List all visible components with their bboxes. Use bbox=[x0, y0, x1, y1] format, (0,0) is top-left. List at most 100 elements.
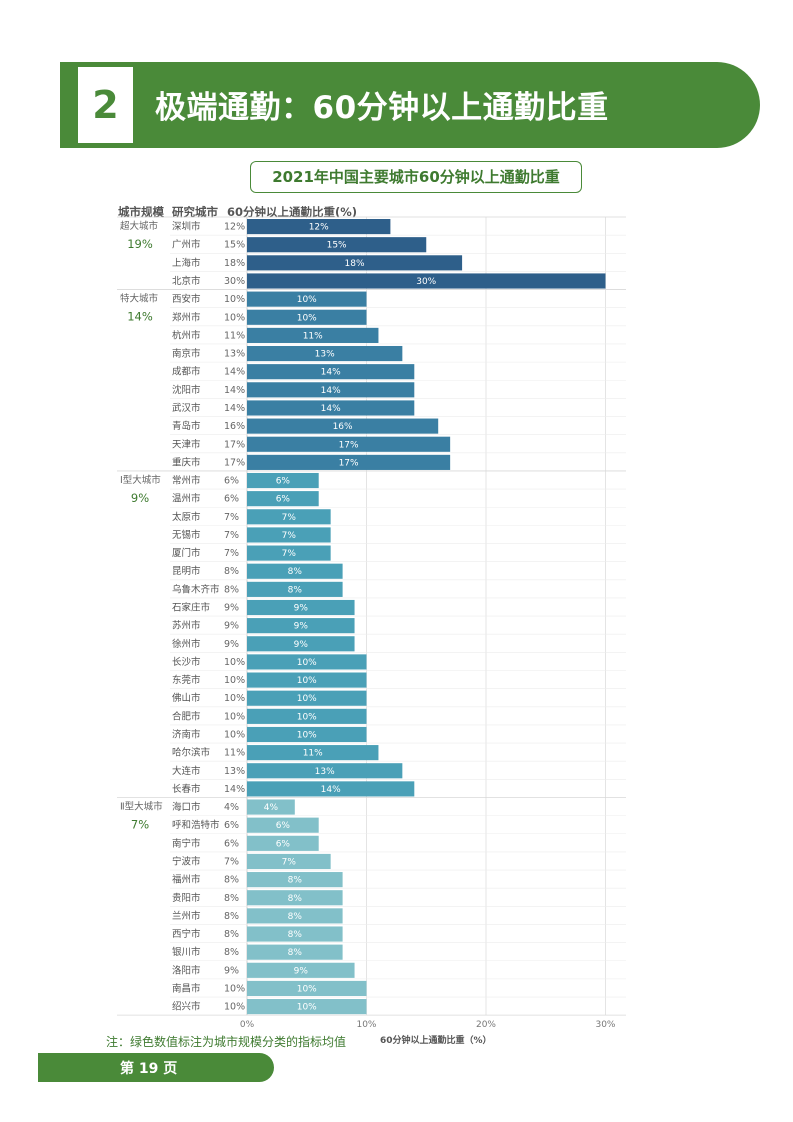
city-label: 西安市 bbox=[172, 293, 201, 305]
bar bbox=[247, 527, 331, 543]
bar bbox=[247, 219, 391, 235]
column-header-value: 60分钟以上通勤比重(%) bbox=[227, 205, 358, 219]
city-value-label: 10% bbox=[224, 729, 245, 740]
city-value-label: 13% bbox=[224, 349, 245, 360]
bar-data-label: 7% bbox=[282, 549, 297, 559]
city-label: 大连市 bbox=[172, 765, 201, 777]
city-label: 福州市 bbox=[172, 874, 201, 886]
bar-data-label: 10% bbox=[297, 730, 317, 740]
city-value-label: 4% bbox=[224, 802, 239, 813]
city-label: 长春市 bbox=[172, 783, 201, 795]
tier-label: 超大城市 bbox=[120, 220, 159, 232]
city-value-label: 30% bbox=[224, 276, 245, 287]
column-header-city: 研究城市 bbox=[172, 205, 218, 219]
bar-data-label: 7% bbox=[282, 857, 297, 867]
city-value-label: 9% bbox=[224, 639, 239, 650]
bar-data-label: 9% bbox=[294, 640, 309, 650]
city-label: 南京市 bbox=[172, 348, 201, 360]
city-label: 石家庄市 bbox=[172, 602, 211, 614]
bar-data-label: 8% bbox=[288, 876, 303, 886]
tier-average: 9% bbox=[131, 491, 149, 505]
bar-data-label: 11% bbox=[303, 749, 323, 759]
section-number: 2 bbox=[78, 67, 133, 143]
city-label: 贵阳市 bbox=[172, 892, 201, 904]
city-value-label: 8% bbox=[224, 929, 239, 940]
page-title: 极端通勤：60分钟以上通勤比重 bbox=[155, 90, 609, 126]
bar-data-label: 8% bbox=[288, 930, 303, 940]
bar-data-label: 10% bbox=[297, 712, 317, 722]
city-value-label: 10% bbox=[224, 983, 245, 994]
tier-average: 14% bbox=[127, 310, 153, 324]
x-tick-label: 0% bbox=[240, 1020, 255, 1030]
city-value-label: 13% bbox=[224, 766, 245, 777]
city-value-label: 8% bbox=[224, 893, 239, 904]
city-label: 海口市 bbox=[172, 801, 201, 813]
city-label: 南宁市 bbox=[172, 837, 201, 849]
bar bbox=[247, 962, 355, 978]
city-label: 常州市 bbox=[172, 475, 201, 487]
bar bbox=[247, 345, 403, 362]
bar-data-label: 17% bbox=[339, 440, 359, 450]
city-value-label: 10% bbox=[224, 657, 245, 668]
bar bbox=[247, 237, 427, 253]
bar bbox=[247, 835, 319, 851]
city-label: 杭州市 bbox=[172, 329, 201, 341]
city-label: 长沙市 bbox=[172, 656, 201, 668]
city-value-label: 6% bbox=[224, 476, 239, 487]
bar-data-label: 10% bbox=[297, 313, 317, 323]
city-value-label: 6% bbox=[224, 494, 239, 505]
header-band bbox=[60, 62, 760, 148]
bar bbox=[247, 255, 463, 271]
x-tick-label: 10% bbox=[356, 1020, 376, 1030]
city-label: 宁波市 bbox=[172, 855, 201, 867]
city-value-label: 8% bbox=[224, 875, 239, 886]
chart-title: 2021年中国主要城市60分钟以上通勤比重 bbox=[250, 161, 582, 193]
bar-data-label: 16% bbox=[333, 422, 353, 432]
city-value-label: 6% bbox=[224, 838, 239, 849]
bar-data-label: 6% bbox=[276, 477, 291, 487]
tier-average: 7% bbox=[131, 817, 149, 831]
city-value-label: 11% bbox=[224, 748, 245, 759]
x-axis-title: 60分钟以上通勤比重（%） bbox=[380, 1036, 492, 1046]
bar-data-label: 9% bbox=[294, 622, 309, 632]
column-header-tier: 城市规模 bbox=[118, 205, 164, 219]
bar-data-label: 10% bbox=[297, 1003, 317, 1013]
city-label: 东莞市 bbox=[172, 674, 201, 686]
bar-data-label: 12% bbox=[309, 223, 329, 233]
x-tick-label: 20% bbox=[476, 1020, 496, 1030]
city-label: 天津市 bbox=[172, 438, 201, 450]
city-value-label: 7% bbox=[224, 530, 239, 541]
city-label: 广州市 bbox=[172, 239, 201, 251]
bar bbox=[247, 745, 379, 761]
bar-data-label: 7% bbox=[282, 531, 297, 541]
bar bbox=[247, 654, 367, 670]
bar bbox=[247, 509, 331, 525]
city-label: 武汉市 bbox=[172, 402, 201, 414]
bar-data-label: 13% bbox=[315, 767, 335, 777]
city-label: 成都市 bbox=[172, 366, 201, 378]
bar bbox=[247, 472, 319, 489]
bar-data-label: 14% bbox=[321, 368, 341, 378]
bar bbox=[247, 364, 415, 380]
city-value-label: 8% bbox=[224, 947, 239, 958]
bar bbox=[247, 672, 367, 688]
city-label: 郑州市 bbox=[172, 311, 201, 323]
city-label: 北京市 bbox=[172, 275, 201, 287]
city-value-label: 8% bbox=[224, 584, 239, 595]
bar bbox=[247, 890, 343, 906]
city-value-label: 9% bbox=[224, 603, 239, 614]
city-value-label: 16% bbox=[224, 421, 245, 432]
city-value-label: 9% bbox=[224, 965, 239, 976]
bar bbox=[247, 853, 331, 870]
bar bbox=[247, 273, 606, 289]
bar bbox=[247, 944, 343, 960]
bar-data-label: 30% bbox=[416, 277, 436, 287]
city-value-label: 17% bbox=[224, 439, 245, 450]
bar-data-label: 8% bbox=[288, 948, 303, 958]
city-value-label: 7% bbox=[224, 512, 239, 523]
bar bbox=[247, 708, 367, 724]
city-label: 苏州市 bbox=[172, 620, 201, 632]
city-value-label: 18% bbox=[224, 258, 245, 269]
city-label: 银川市 bbox=[172, 946, 201, 958]
city-label: 太原市 bbox=[172, 511, 201, 523]
